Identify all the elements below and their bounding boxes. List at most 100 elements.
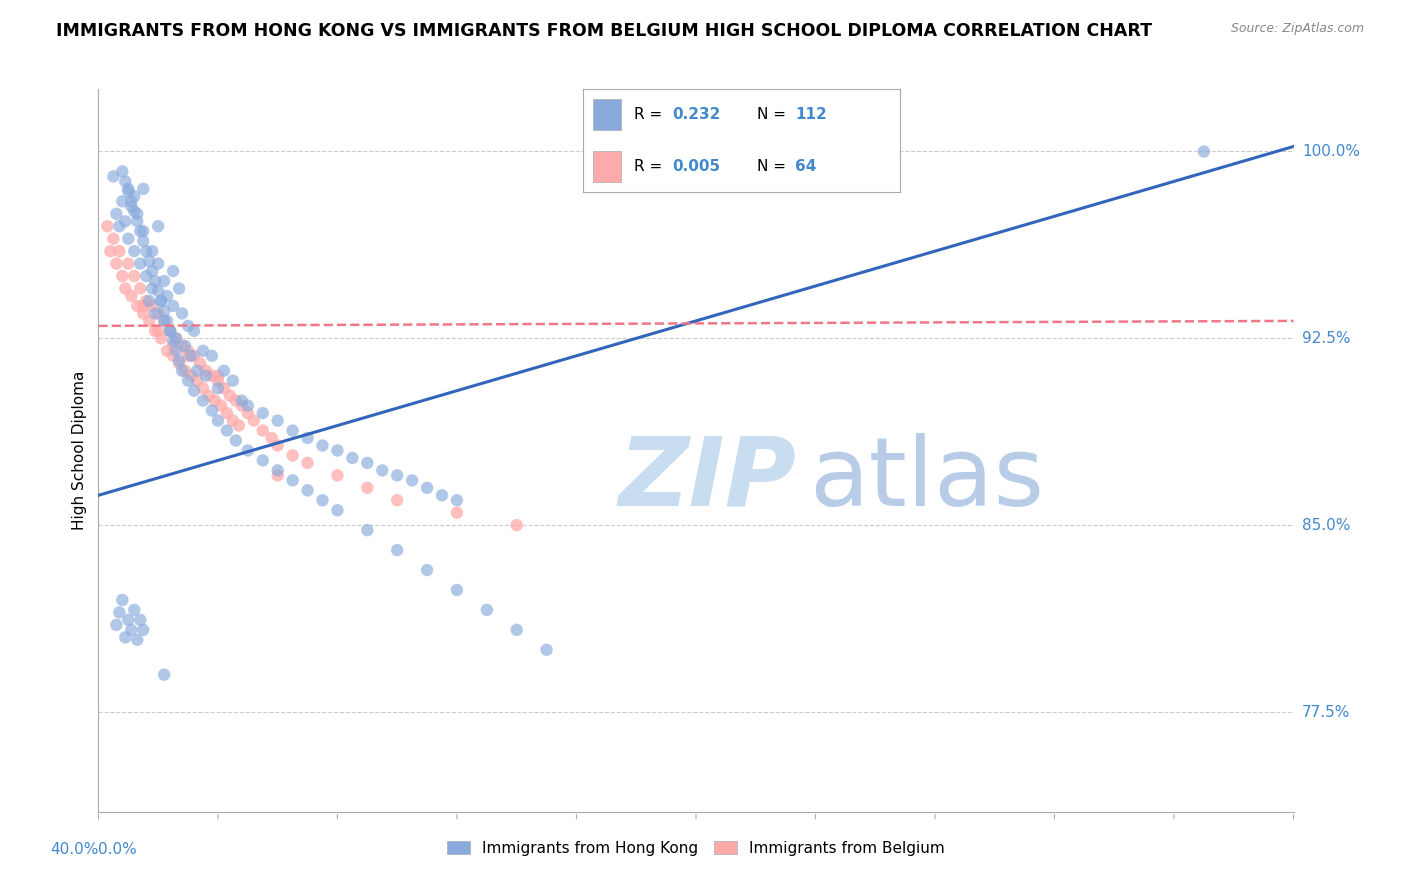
Point — [111, 268, 134, 283]
Text: N =: N = — [758, 107, 792, 122]
Point — [177, 374, 200, 388]
Point — [177, 349, 200, 363]
Point — [114, 630, 136, 644]
Point — [159, 324, 181, 338]
Point — [127, 214, 149, 228]
Point — [129, 613, 152, 627]
Text: 40.0%: 40.0% — [51, 842, 98, 857]
Point — [117, 613, 139, 627]
Point — [198, 389, 221, 403]
Point — [105, 207, 128, 221]
Point — [162, 299, 184, 313]
Point — [124, 189, 146, 203]
Point — [117, 232, 139, 246]
Point — [165, 331, 187, 345]
Point — [120, 623, 142, 637]
Point — [183, 384, 205, 398]
Point — [311, 493, 333, 508]
Point — [105, 618, 128, 632]
Point — [96, 219, 118, 234]
Bar — [593, 151, 621, 181]
Point — [207, 374, 229, 388]
Point — [219, 389, 242, 403]
Point — [243, 413, 266, 427]
Point — [236, 399, 259, 413]
Point — [129, 224, 152, 238]
Point — [108, 606, 131, 620]
Point — [132, 224, 155, 238]
Point — [98, 244, 122, 259]
Point — [212, 364, 235, 378]
Point — [236, 406, 259, 420]
Point — [132, 623, 155, 637]
Point — [281, 449, 304, 463]
Point — [156, 343, 179, 358]
Point — [165, 343, 187, 358]
Point — [143, 324, 166, 338]
Text: R =: R = — [634, 107, 668, 122]
Point — [401, 474, 423, 488]
Point — [167, 356, 190, 370]
Point — [124, 244, 146, 259]
Point — [172, 339, 194, 353]
Point — [117, 185, 139, 199]
Legend: Immigrants from Hong Kong, Immigrants from Belgium: Immigrants from Hong Kong, Immigrants fr… — [441, 835, 950, 862]
Point — [446, 493, 468, 508]
Point — [172, 364, 194, 378]
Point — [385, 493, 409, 508]
Point — [446, 582, 468, 597]
Point — [212, 381, 235, 395]
Point — [129, 257, 152, 271]
Point — [124, 603, 146, 617]
Point — [167, 281, 190, 295]
Point — [311, 438, 333, 452]
Point — [201, 349, 224, 363]
Point — [207, 413, 229, 427]
Point — [252, 424, 274, 438]
Point — [143, 306, 166, 320]
Point — [167, 353, 190, 368]
Point — [117, 257, 139, 271]
Point — [536, 642, 558, 657]
Point — [267, 468, 290, 483]
Point — [207, 368, 229, 383]
Text: 112: 112 — [796, 107, 827, 122]
Point — [371, 463, 394, 477]
Point — [260, 431, 283, 445]
Point — [103, 169, 125, 184]
Point — [215, 424, 238, 438]
Point — [138, 293, 160, 308]
Point — [132, 234, 155, 248]
Text: N =: N = — [758, 159, 792, 174]
Point — [326, 443, 349, 458]
Point — [156, 289, 179, 303]
Point — [297, 456, 319, 470]
Point — [188, 356, 211, 370]
Point — [385, 468, 409, 483]
Point — [183, 324, 205, 338]
Point — [135, 244, 157, 259]
Point — [148, 257, 170, 271]
Point — [281, 474, 304, 488]
Point — [135, 293, 157, 308]
Point — [385, 543, 409, 558]
Point — [148, 306, 170, 320]
Point — [153, 274, 176, 288]
Point — [356, 456, 378, 470]
Point — [430, 488, 453, 502]
Point — [267, 413, 290, 427]
Point — [416, 563, 439, 577]
Point — [148, 284, 170, 298]
Point — [252, 406, 274, 420]
Point — [120, 199, 142, 213]
Point — [326, 468, 349, 483]
Point — [356, 523, 378, 537]
Point — [105, 257, 128, 271]
Point — [138, 314, 160, 328]
Point — [416, 481, 439, 495]
Point — [114, 214, 136, 228]
Point — [162, 349, 184, 363]
Point — [153, 314, 176, 328]
Point — [150, 293, 173, 308]
Point — [207, 381, 229, 395]
